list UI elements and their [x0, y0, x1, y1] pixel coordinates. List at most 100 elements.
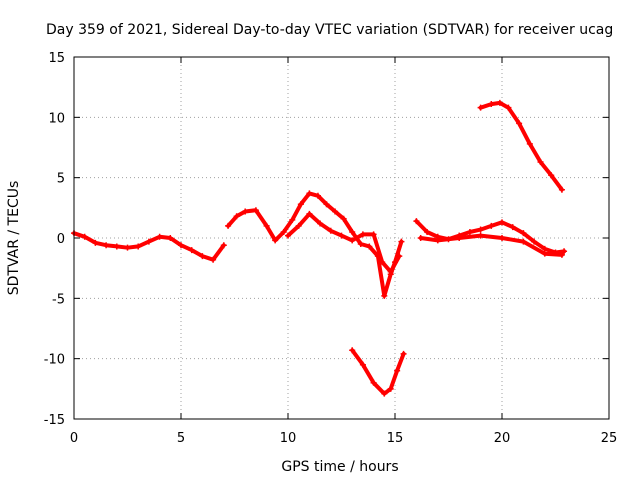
data-point [113, 243, 120, 250]
data-point [156, 233, 163, 240]
data-point [332, 208, 339, 215]
data-point [396, 253, 403, 260]
data-point [387, 268, 394, 275]
data-point [103, 242, 110, 249]
data-point [210, 256, 217, 263]
data-point [252, 207, 259, 214]
chart-title: Day 359 of 2021, Sidereal Day-to-day VTE… [46, 22, 613, 38]
data-point [188, 247, 195, 254]
y-tick-label: -10 [44, 353, 65, 368]
data-point [359, 361, 366, 368]
data-point [357, 241, 364, 248]
y-tick-label: 15 [48, 51, 65, 66]
data-point [167, 235, 174, 241]
data-point [456, 235, 463, 241]
data-point [537, 158, 544, 165]
data-point [323, 201, 330, 208]
data-point [272, 237, 279, 244]
data-point [394, 367, 401, 374]
x-tick-label: 25 [601, 431, 618, 446]
data-point [531, 238, 538, 245]
data-point [424, 228, 431, 235]
data-point [499, 235, 505, 241]
data-point [520, 230, 527, 237]
x-tick-label: 20 [494, 431, 511, 446]
data-point [314, 192, 321, 199]
data-point [379, 259, 386, 266]
data-point [413, 218, 420, 225]
data-point [317, 220, 324, 227]
data-point [477, 226, 484, 233]
data-point [242, 208, 249, 215]
data-point [338, 232, 345, 239]
data-point [370, 379, 377, 386]
data-point [381, 390, 388, 397]
data-point [417, 235, 424, 241]
data-point [381, 292, 388, 299]
data-point [366, 243, 373, 250]
y-tick-label: 5 [57, 172, 65, 187]
data-point [340, 215, 347, 222]
data-point [220, 242, 227, 249]
data-point [541, 250, 548, 257]
y-tick-label: 10 [48, 111, 65, 126]
data-point [520, 238, 527, 245]
data-point [145, 238, 152, 245]
data-point [349, 228, 356, 235]
data-point [488, 222, 495, 229]
tick-layer: 0 5 10 15 20 25 -15 -10 -5 0 5 10 15 [44, 51, 618, 446]
y-axis-label: SDTVAR / TECUs [6, 181, 22, 296]
data-point [225, 222, 232, 229]
data-point [297, 201, 304, 208]
data-point [496, 99, 503, 106]
data-point [349, 347, 356, 354]
data-point [199, 253, 206, 260]
data-point [81, 233, 88, 240]
data-point [434, 237, 441, 244]
data-point [289, 216, 296, 223]
data-point [509, 224, 516, 231]
x-tick-label: 15 [387, 431, 404, 446]
y-tick-label: 0 [57, 232, 65, 247]
data-point [306, 210, 313, 217]
data-point [466, 228, 473, 235]
data-point [135, 243, 142, 250]
x-tick-label: 0 [70, 431, 78, 446]
data-point [516, 120, 523, 127]
series-layer [71, 99, 568, 397]
data-point [359, 231, 366, 238]
data-point [263, 222, 270, 229]
data-point [295, 222, 302, 229]
data-point [505, 104, 512, 111]
x-tick-label: 10 [280, 431, 297, 446]
data-point [306, 190, 313, 197]
x-axis-label: GPS time / hours [281, 459, 398, 475]
x-tick-label: 5 [177, 431, 185, 446]
data-point [558, 186, 565, 193]
y-tick-label: -15 [44, 413, 65, 428]
series-line-arc-4 [350, 348, 406, 396]
data-point [349, 237, 356, 244]
data-point [548, 172, 555, 179]
data-point [233, 213, 240, 220]
series-line-arc-2 [226, 191, 404, 298]
data-point [280, 228, 287, 235]
series-line-arc-6 [418, 233, 564, 257]
data-point [285, 232, 291, 239]
data-point [526, 140, 533, 147]
data-point [558, 251, 565, 258]
data-point [124, 244, 131, 251]
data-point [477, 232, 484, 239]
series-line-arc-7 [478, 100, 564, 192]
data-point [92, 239, 99, 246]
data-point [398, 238, 405, 245]
data-point [400, 350, 407, 357]
data-point [499, 219, 505, 226]
data-point [488, 101, 495, 108]
data-point [370, 231, 377, 238]
data-point [178, 242, 184, 249]
data-point [561, 248, 568, 255]
series-line-arc-3 [286, 211, 402, 274]
data-point [477, 104, 484, 111]
